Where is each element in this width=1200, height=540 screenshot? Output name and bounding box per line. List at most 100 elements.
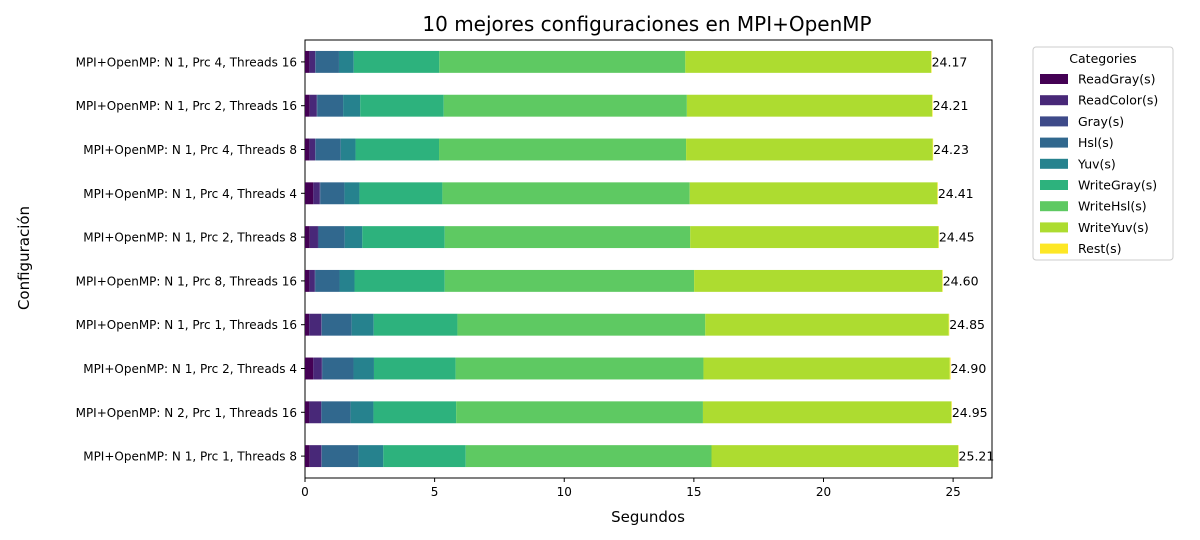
bar-segment (355, 138, 440, 161)
y-tick-label: MPI+OpenMP: N 1, Prc 1, Threads 8 (83, 450, 297, 464)
total-label: 24.85 (949, 317, 985, 332)
bar-segment (444, 226, 691, 249)
bar-segment (951, 401, 952, 424)
bar-segment (315, 50, 316, 73)
total-label: 24.60 (943, 273, 979, 288)
bar-segment (343, 94, 361, 117)
chart-title: 10 mejores configuraciones en MPI+OpenMP (422, 12, 871, 36)
bar-segment (315, 269, 340, 292)
plot-frame (304, 39, 993, 479)
total-label: 24.21 (933, 98, 969, 113)
bar-segment (938, 226, 939, 249)
y-tick-label: MPI+OpenMP: N 1, Prc 4, Threads 16 (76, 55, 297, 69)
bar-segment (362, 226, 445, 249)
x-tick-label: 5 (431, 485, 439, 499)
bar-segment (443, 94, 687, 117)
bar-segment (322, 357, 354, 380)
bar-segment (457, 313, 706, 336)
bar-segment (456, 401, 703, 424)
bar-segment (321, 313, 322, 336)
bar-segment (315, 138, 341, 161)
bar-segment (686, 94, 933, 117)
bar-segment (309, 50, 316, 73)
bar-segment (353, 50, 440, 73)
legend-swatch (1040, 95, 1068, 106)
bar-segment (373, 401, 457, 424)
legend-swatch (1040, 222, 1068, 233)
bar-segment (309, 226, 318, 249)
legend-swatch (1040, 74, 1068, 84)
legend: Categories ReadGray(s) ReadColor(s) Gray(s… (1032, 46, 1174, 261)
bar-segment (350, 401, 374, 424)
bar-segment (690, 226, 939, 249)
y-tick-label: MPI+OpenMP: N 2, Prc 1, Threads 16 (76, 406, 297, 420)
x-tick-label: 20 (816, 485, 831, 499)
bar-segment (305, 138, 310, 161)
bar-segment (439, 138, 687, 161)
bar-segment (958, 445, 959, 468)
legend-swatch (1040, 201, 1068, 212)
bar-segment (309, 313, 322, 336)
bar-segment (931, 50, 932, 73)
total-label: 24.45 (939, 230, 975, 245)
bar-segment (305, 445, 310, 468)
bar-segment (321, 313, 352, 336)
bar-segment (321, 401, 322, 424)
bar-segment (702, 401, 952, 424)
bar-segment (309, 138, 316, 161)
legend-label: WriteGray(s) (1078, 178, 1157, 193)
bars (305, 50, 959, 468)
bar-segment (305, 226, 310, 249)
bar-segment (319, 182, 321, 205)
total-labels: 25.21 24.95 24.90 24.85 24.60 24.45 24.41 24.23… (932, 54, 995, 463)
bar-segment (705, 313, 949, 336)
bar-segment (685, 50, 932, 73)
legend-swatch (1040, 243, 1068, 254)
bar-segment (320, 182, 345, 205)
plot-area (304, 39, 993, 479)
bar-segment (358, 445, 384, 468)
bar-segment (309, 401, 322, 424)
bar-segment (340, 138, 356, 161)
bar-segment (321, 401, 351, 424)
bar-segment (373, 357, 456, 380)
bar-segment (351, 313, 374, 336)
total-label: 24.17 (932, 54, 968, 69)
legend-label: WriteHsl(s) (1078, 199, 1147, 214)
total-label: 24.23 (933, 142, 969, 157)
legend-swatch (1040, 116, 1068, 127)
legend-label: Gray(s) (1078, 114, 1124, 129)
total-label: 25.21 (959, 449, 995, 464)
bar-segment (686, 138, 933, 161)
bar-segment (309, 445, 322, 468)
legend-items: ReadGray(s) ReadColor(s) Gray(s) Hsl(s) Yuv(… (1040, 72, 1158, 256)
y-tick-label: MPI+OpenMP: N 1, Prc 2, Threads 8 (83, 231, 297, 245)
bar-segment (383, 445, 466, 468)
bar-segment (703, 357, 950, 380)
bar-segment (455, 357, 704, 380)
legend-title: Categories (1069, 51, 1136, 66)
bar-segment (439, 50, 686, 73)
bar-segment (317, 226, 319, 249)
bar-segment (314, 269, 316, 292)
bar-segment (689, 182, 938, 205)
x-axis-ticks: 0 5 10 15 20 25 (301, 478, 961, 499)
bar-segment (313, 357, 322, 380)
bar-segment (949, 357, 951, 380)
y-tick-label: MPI+OpenMP: N 1, Prc 2, Threads 16 (76, 99, 297, 113)
bar-segment (309, 94, 317, 117)
bar-segment (321, 445, 322, 468)
bar-segment (321, 445, 359, 468)
bar-segment (305, 401, 310, 424)
y-tick-label: MPI+OpenMP: N 1, Prc 1, Threads 16 (76, 318, 297, 332)
y-tick-label: MPI+OpenMP: N 1, Prc 2, Threads 4 (83, 362, 297, 376)
bar-segment (442, 182, 690, 205)
bar-segment (316, 94, 318, 117)
x-tick-label: 25 (945, 485, 960, 499)
bar-segment (321, 357, 323, 380)
bar-segment (937, 182, 938, 205)
legend-label: Yuv(s) (1077, 156, 1116, 171)
legend-label: ReadColor(s) (1078, 93, 1158, 108)
bar-segment (313, 182, 320, 205)
